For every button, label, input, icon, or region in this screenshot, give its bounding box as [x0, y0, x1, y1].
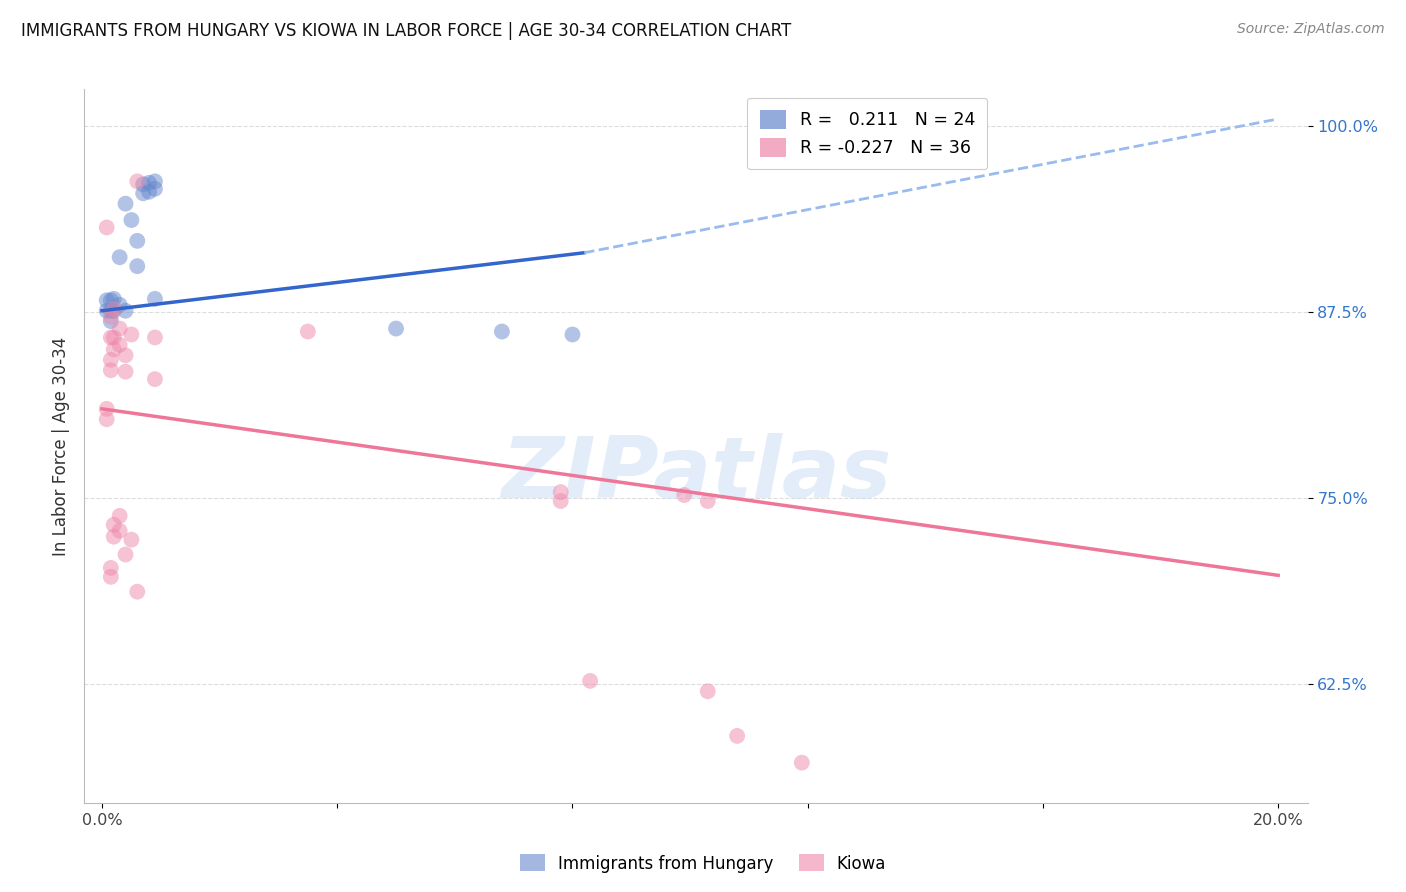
Text: IMMIGRANTS FROM HUNGARY VS KIOWA IN LABOR FORCE | AGE 30-34 CORRELATION CHART: IMMIGRANTS FROM HUNGARY VS KIOWA IN LABO…	[21, 22, 792, 40]
Y-axis label: In Labor Force | Age 30-34: In Labor Force | Age 30-34	[52, 336, 70, 556]
Point	[108, 524, 131, 538]
Point	[103, 517, 125, 532]
Point	[114, 348, 136, 362]
Point	[550, 494, 572, 508]
Point	[120, 327, 142, 342]
Point	[103, 292, 125, 306]
Point	[108, 321, 131, 335]
Point	[696, 494, 718, 508]
Point	[561, 327, 583, 342]
Point	[100, 303, 122, 318]
Point	[100, 352, 122, 367]
Text: ZIPatlas: ZIPatlas	[501, 433, 891, 516]
Point	[100, 330, 122, 344]
Point	[114, 548, 136, 562]
Point	[297, 325, 319, 339]
Point	[100, 310, 122, 324]
Point	[100, 314, 122, 328]
Point	[143, 292, 166, 306]
Point	[96, 293, 118, 308]
Point	[96, 220, 118, 235]
Point	[103, 530, 125, 544]
Point	[127, 174, 149, 188]
Point	[100, 570, 122, 584]
Point	[96, 401, 118, 416]
Point	[790, 756, 813, 770]
Point	[108, 250, 131, 264]
Point	[108, 508, 131, 523]
Legend: R =   0.211   N = 24, R = -0.227   N = 36: R = 0.211 N = 24, R = -0.227 N = 36	[748, 98, 987, 169]
Point	[103, 302, 125, 317]
Point	[143, 182, 166, 196]
Point	[132, 178, 155, 192]
Point	[143, 330, 166, 344]
Point	[579, 673, 602, 688]
Text: Source: ZipAtlas.com: Source: ZipAtlas.com	[1237, 22, 1385, 37]
Point	[550, 485, 572, 500]
Point	[96, 303, 118, 318]
Point	[114, 365, 136, 379]
Point	[127, 234, 149, 248]
Point	[132, 186, 155, 201]
Point	[138, 185, 160, 199]
Point	[143, 174, 166, 188]
Point	[120, 213, 142, 227]
Point	[138, 176, 160, 190]
Point	[114, 196, 136, 211]
Point	[108, 338, 131, 352]
Point	[696, 684, 718, 698]
Point	[114, 303, 136, 318]
Legend: Immigrants from Hungary, Kiowa: Immigrants from Hungary, Kiowa	[513, 847, 893, 880]
Point	[100, 561, 122, 575]
Point	[143, 372, 166, 386]
Point	[103, 330, 125, 344]
Point	[103, 303, 125, 318]
Point	[491, 325, 513, 339]
Point	[100, 363, 122, 377]
Point	[103, 343, 125, 357]
Point	[385, 321, 408, 335]
Point	[96, 412, 118, 426]
Point	[127, 259, 149, 273]
Point	[725, 729, 748, 743]
Point	[127, 584, 149, 599]
Point	[108, 298, 131, 312]
Point	[100, 293, 122, 308]
Point	[673, 488, 696, 502]
Point	[120, 533, 142, 547]
